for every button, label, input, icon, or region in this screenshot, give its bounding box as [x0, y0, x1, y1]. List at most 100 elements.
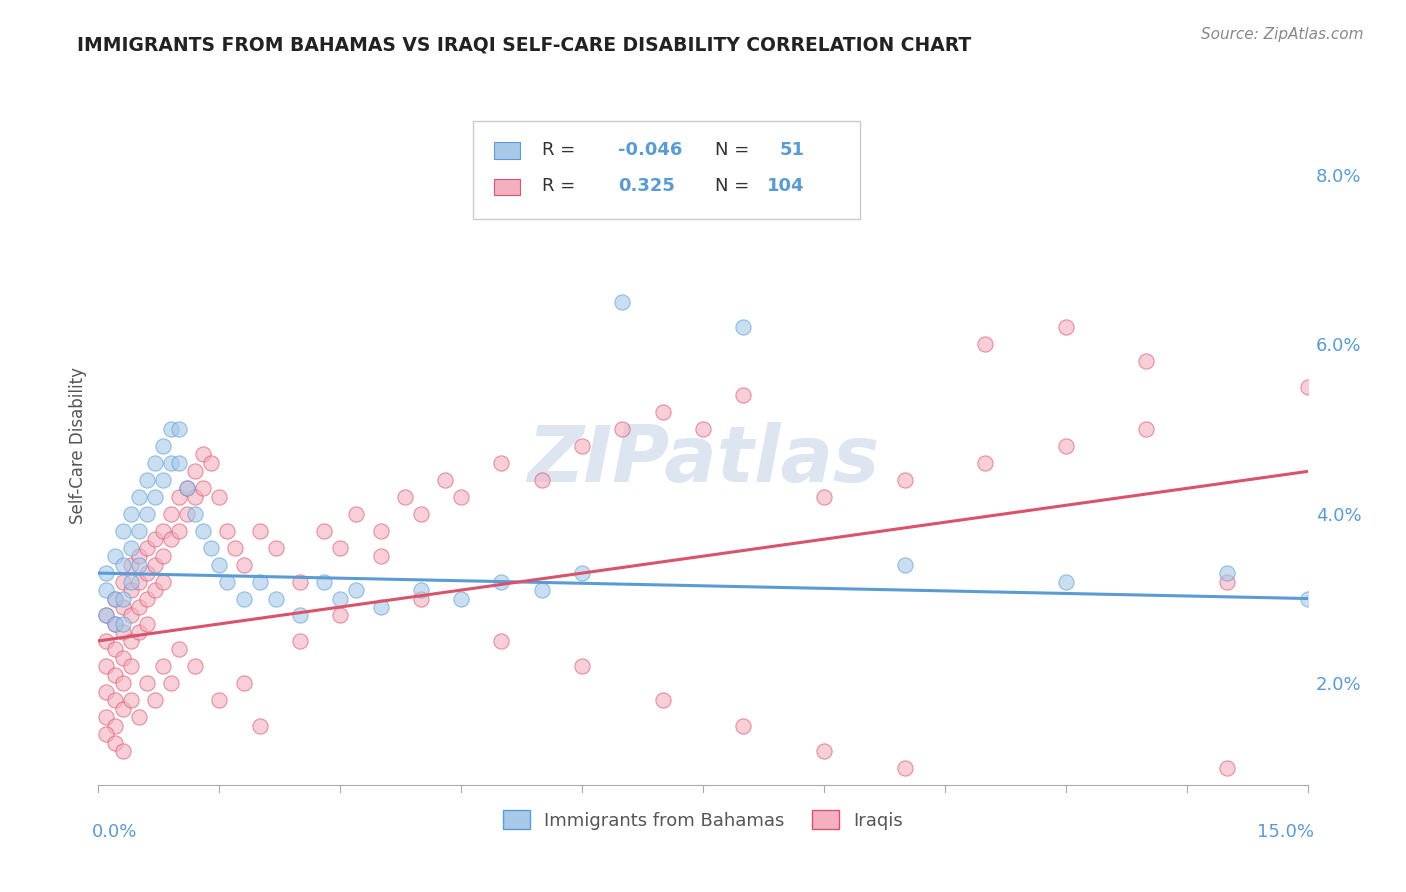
Point	[974, 337, 997, 351]
Point	[232, 591, 254, 606]
Point	[1135, 354, 1157, 368]
Point	[394, 490, 416, 504]
Point	[103, 591, 125, 606]
Point	[370, 599, 392, 614]
Point	[96, 659, 118, 673]
Point	[103, 719, 125, 733]
Point	[692, 422, 714, 436]
Point	[103, 549, 125, 564]
Point	[176, 481, 198, 495]
Point	[120, 507, 142, 521]
Point	[491, 574, 513, 589]
Point	[96, 633, 118, 648]
Point	[1216, 761, 1239, 775]
Point	[135, 473, 157, 487]
Point	[128, 599, 150, 614]
Point	[1216, 566, 1239, 580]
Point	[409, 583, 432, 598]
Y-axis label: Self-Care Disability: Self-Care Disability	[69, 368, 87, 524]
Point	[893, 558, 915, 572]
Point	[111, 701, 134, 715]
Point	[152, 549, 174, 564]
Point	[612, 422, 634, 436]
Point	[224, 541, 246, 555]
Point	[249, 524, 271, 538]
Point	[329, 541, 352, 555]
Point	[143, 558, 166, 572]
Point	[409, 591, 432, 606]
Point	[1054, 574, 1077, 589]
Point	[96, 727, 118, 741]
Point	[143, 583, 166, 598]
Point	[103, 667, 125, 681]
Point	[103, 693, 125, 707]
Point	[128, 558, 150, 572]
Point	[135, 617, 157, 632]
Point	[1216, 574, 1239, 589]
Point	[733, 388, 755, 402]
Point	[1054, 439, 1077, 453]
Point	[612, 294, 634, 309]
Point	[111, 524, 134, 538]
Point	[434, 473, 457, 487]
Point	[217, 524, 239, 538]
Point	[288, 633, 311, 648]
Point	[184, 464, 207, 478]
Point	[111, 574, 134, 589]
Point	[135, 507, 157, 521]
Text: 15.0%: 15.0%	[1257, 823, 1313, 841]
Point	[111, 651, 134, 665]
Text: Source: ZipAtlas.com: Source: ZipAtlas.com	[1201, 27, 1364, 42]
Point	[111, 744, 134, 758]
Point	[160, 507, 183, 521]
Point	[370, 549, 392, 564]
Point	[264, 541, 287, 555]
Text: 51: 51	[779, 141, 804, 159]
Point	[249, 719, 271, 733]
Point	[103, 617, 125, 632]
Point	[314, 574, 336, 589]
Point	[217, 574, 239, 589]
Point	[450, 591, 472, 606]
Point	[120, 541, 142, 555]
Point	[651, 405, 673, 419]
Text: 0.0%: 0.0%	[93, 823, 138, 841]
Point	[1296, 379, 1319, 393]
Point	[329, 591, 352, 606]
Text: IMMIGRANTS FROM BAHAMAS VS IRAQI SELF-CARE DISABILITY CORRELATION CHART: IMMIGRANTS FROM BAHAMAS VS IRAQI SELF-CA…	[77, 36, 972, 54]
Point	[176, 481, 198, 495]
Point	[450, 490, 472, 504]
Point	[288, 574, 311, 589]
Text: ZIPatlas: ZIPatlas	[527, 422, 879, 498]
FancyBboxPatch shape	[494, 143, 520, 159]
Point	[314, 524, 336, 538]
Point	[530, 473, 553, 487]
Point	[167, 490, 190, 504]
Point	[96, 685, 118, 699]
Point	[111, 591, 134, 606]
Point	[128, 625, 150, 640]
Point	[160, 676, 183, 690]
Point	[143, 693, 166, 707]
Point	[232, 558, 254, 572]
Point	[120, 608, 142, 623]
Point	[813, 490, 835, 504]
Point	[160, 456, 183, 470]
Point	[733, 719, 755, 733]
Point	[232, 676, 254, 690]
Point	[733, 320, 755, 334]
Point	[152, 524, 174, 538]
Point	[193, 481, 215, 495]
Point	[167, 456, 190, 470]
Text: N =: N =	[716, 178, 749, 195]
Point	[208, 693, 231, 707]
Point	[152, 574, 174, 589]
Point	[344, 583, 367, 598]
Point	[288, 608, 311, 623]
Point	[571, 566, 593, 580]
Point	[96, 583, 118, 598]
Point	[128, 574, 150, 589]
Point	[1054, 320, 1077, 334]
Point	[184, 659, 207, 673]
Point	[128, 549, 150, 564]
